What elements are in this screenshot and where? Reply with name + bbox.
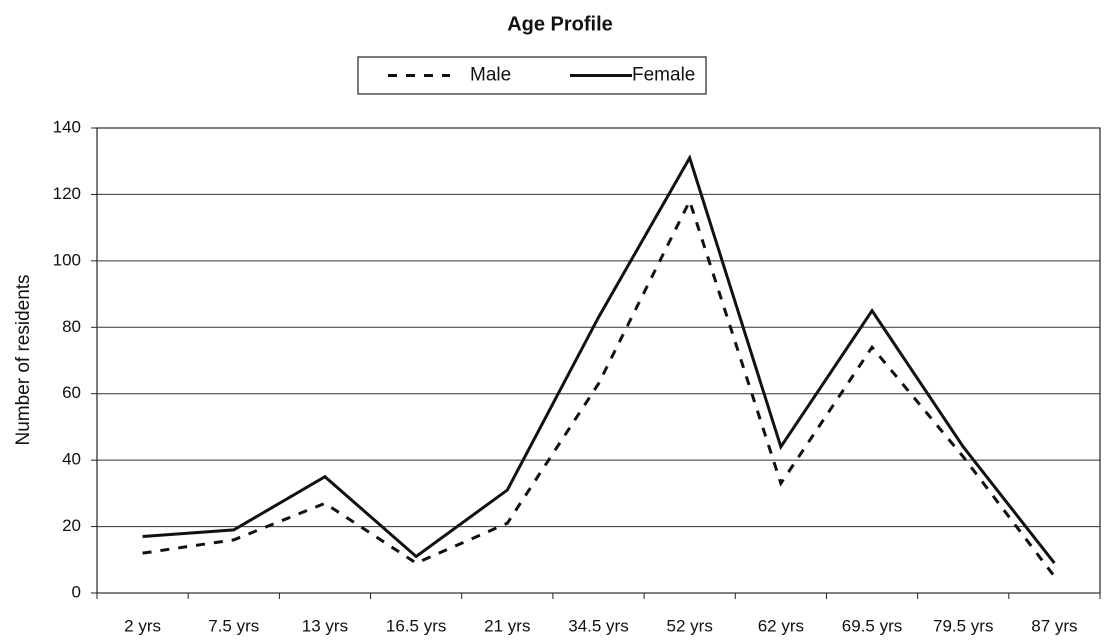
x-tick-label: 21 yrs xyxy=(484,616,530,635)
y-tick-label: 40 xyxy=(62,450,81,469)
x-tick-label: 13 yrs xyxy=(302,616,348,635)
x-tick-label: 69.5 yrs xyxy=(842,616,902,635)
x-tick-label: 2 yrs xyxy=(124,616,161,635)
legend-box xyxy=(357,56,707,95)
y-axis-title: Number of residents xyxy=(13,274,34,445)
x-tick-label: 16.5 yrs xyxy=(386,616,446,635)
y-tick-label: 140 xyxy=(53,117,81,136)
x-tick-label: 79.5 yrs xyxy=(933,616,993,635)
x-tick-label: 34.5 yrs xyxy=(568,616,628,635)
y-tick-label: 120 xyxy=(53,184,81,203)
y-tick-label: 100 xyxy=(53,250,81,269)
series-line xyxy=(142,197,1056,578)
x-tick-label: 52 yrs xyxy=(667,616,713,635)
y-tick-label: 60 xyxy=(62,383,81,402)
y-tick-label: 0 xyxy=(72,582,81,601)
x-tick-label: 87 yrs xyxy=(1031,616,1077,635)
legend-label: Female xyxy=(632,65,695,86)
x-tick-label: 7.5 yrs xyxy=(208,616,259,635)
y-tick-label: 80 xyxy=(62,317,81,336)
legend-label: Male xyxy=(470,65,511,86)
x-tick-label: 62 yrs xyxy=(758,616,804,635)
y-tick-label: 20 xyxy=(62,516,81,535)
series-line xyxy=(142,154,1056,565)
chart-title: Age Profile xyxy=(507,13,613,35)
